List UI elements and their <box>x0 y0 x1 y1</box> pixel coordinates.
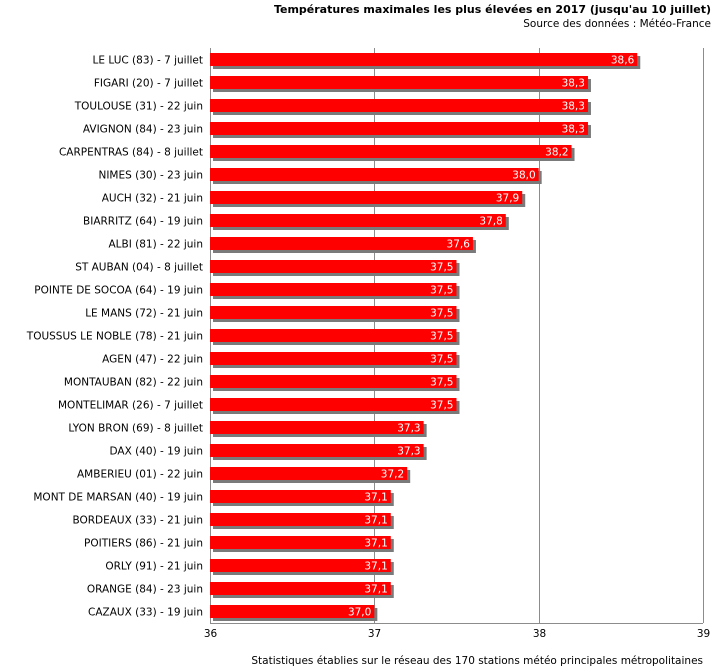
bars: 38,6 38,3 38,3 38,3 38,2 38,0 37,9 37,8 37,6 37,5… <box>210 53 641 621</box>
bar <box>210 76 588 89</box>
bar-value-label: 38,0 <box>512 170 535 182</box>
bar <box>210 605 375 618</box>
bar <box>210 306 457 319</box>
bar-value-label: 37,5 <box>430 308 453 320</box>
bar <box>210 237 473 250</box>
category-label: AVIGNON (84) - 23 juin <box>83 124 203 136</box>
category-label: LE LUC (83) - 7 juillet <box>93 55 203 67</box>
bar-value-label: 37,2 <box>381 469 404 481</box>
category-label: CAZAUX (33) - 19 juin <box>88 607 203 619</box>
bar <box>210 260 457 273</box>
bar <box>210 53 638 66</box>
bar-value-label: 37,1 <box>364 538 387 550</box>
bar <box>210 283 457 296</box>
category-label: ORANGE (84) - 23 juin <box>87 584 203 596</box>
x-tick-label: 39 <box>697 628 710 640</box>
bar-value-label: 38,3 <box>562 101 585 113</box>
bar <box>210 536 391 549</box>
category-label: DAX (40) - 19 juin <box>110 446 203 458</box>
bar-value-label: 37,6 <box>447 239 471 251</box>
bar <box>210 214 506 227</box>
bar <box>210 490 391 503</box>
bar-value-label: 37,5 <box>430 377 453 389</box>
bar <box>210 168 539 181</box>
bar-value-label: 37,5 <box>430 331 453 343</box>
bar-value-label: 37,9 <box>496 193 519 205</box>
category-label: NIMES (30) - 23 juin <box>98 170 203 182</box>
bar <box>210 122 588 135</box>
bar <box>210 99 588 112</box>
bar-value-label: 38,3 <box>562 78 585 90</box>
bar <box>210 375 457 388</box>
category-label: TOULOUSE (31) - 22 juin <box>74 101 203 113</box>
bar-value-label: 37,5 <box>430 400 453 412</box>
bar-value-label: 37,1 <box>364 492 387 504</box>
category-label: AMBERIEU (01) - 22 juin <box>77 469 203 481</box>
bar <box>210 145 572 158</box>
bar <box>210 329 457 342</box>
category-label: ALBI (81) - 22 juin <box>108 239 203 251</box>
category-label: MONT DE MARSAN (40) - 19 juin <box>33 492 203 504</box>
bar-value-label: 37,5 <box>430 285 453 297</box>
bar-value-label: 37,1 <box>364 515 387 527</box>
x-tick-label: 38 <box>533 628 546 640</box>
category-label: LYON BRON (69) - 8 juillet <box>68 423 203 435</box>
bar-value-label: 38,6 <box>611 55 635 67</box>
bar-value-label: 37,3 <box>397 423 420 435</box>
chart-subtitle: Source des données : Météo-France <box>523 18 711 30</box>
bar <box>210 444 424 457</box>
bar <box>210 559 391 572</box>
bar <box>210 421 424 434</box>
category-label: ST AUBAN (04) - 8 juillet <box>75 262 203 274</box>
bar <box>210 467 408 480</box>
category-label: MONTAUBAN (82) - 22 juin <box>64 377 203 389</box>
category-label: TOUSSUS LE NOBLE (78) - 21 juin <box>26 331 203 343</box>
x-tick-label: 37 <box>368 628 381 640</box>
chart-title: Températures maximales les plus élevées … <box>274 3 711 16</box>
bar <box>210 191 523 204</box>
chart-footnote: Statistiques établies sur le réseau des … <box>251 655 703 667</box>
x-tick-label: 36 <box>204 628 218 640</box>
bar-value-label: 37,3 <box>397 446 420 458</box>
category-label: BORDEAUX (33) - 21 juin <box>72 515 203 527</box>
bar-value-label: 38,2 <box>545 147 568 159</box>
category-label: ORLY (91) - 21 juin <box>105 561 203 573</box>
category-label: AGEN (47) - 22 juin <box>102 354 203 366</box>
bar <box>210 398 457 411</box>
bar-value-label: 37,5 <box>430 262 453 274</box>
bar <box>210 352 457 365</box>
category-label: FIGARI (20) - 7 juillet <box>94 78 203 90</box>
category-label: CARPENTRAS (84) - 8 juillet <box>59 147 203 159</box>
category-labels: LE LUC (83) - 7 juillet FIGARI (20) - 7 j… <box>26 55 203 619</box>
category-label: LE MANS (72) - 21 juin <box>85 308 203 320</box>
x-axis-tick-labels: 36 37 38 39 <box>204 628 710 640</box>
bar-value-label: 38,3 <box>562 124 585 136</box>
bar-value-label: 37,1 <box>364 561 387 573</box>
bar-value-label: 37,8 <box>479 216 502 228</box>
bar-value-label: 37,0 <box>348 607 371 619</box>
bar-value-label: 37,1 <box>364 584 387 596</box>
category-label: POINTE DE SOCOA (64) - 19 juin <box>34 285 203 297</box>
bar <box>210 513 391 526</box>
category-label: BIARRITZ (64) - 19 juin <box>83 216 203 228</box>
category-label: MONTELIMAR (26) - 7 juillet <box>58 400 203 412</box>
category-label: AUCH (32) - 21 juin <box>102 193 203 205</box>
category-label: POITIERS (86) - 21 juin <box>84 538 203 550</box>
bar <box>210 582 391 595</box>
bar-value-label: 37,5 <box>430 354 453 366</box>
